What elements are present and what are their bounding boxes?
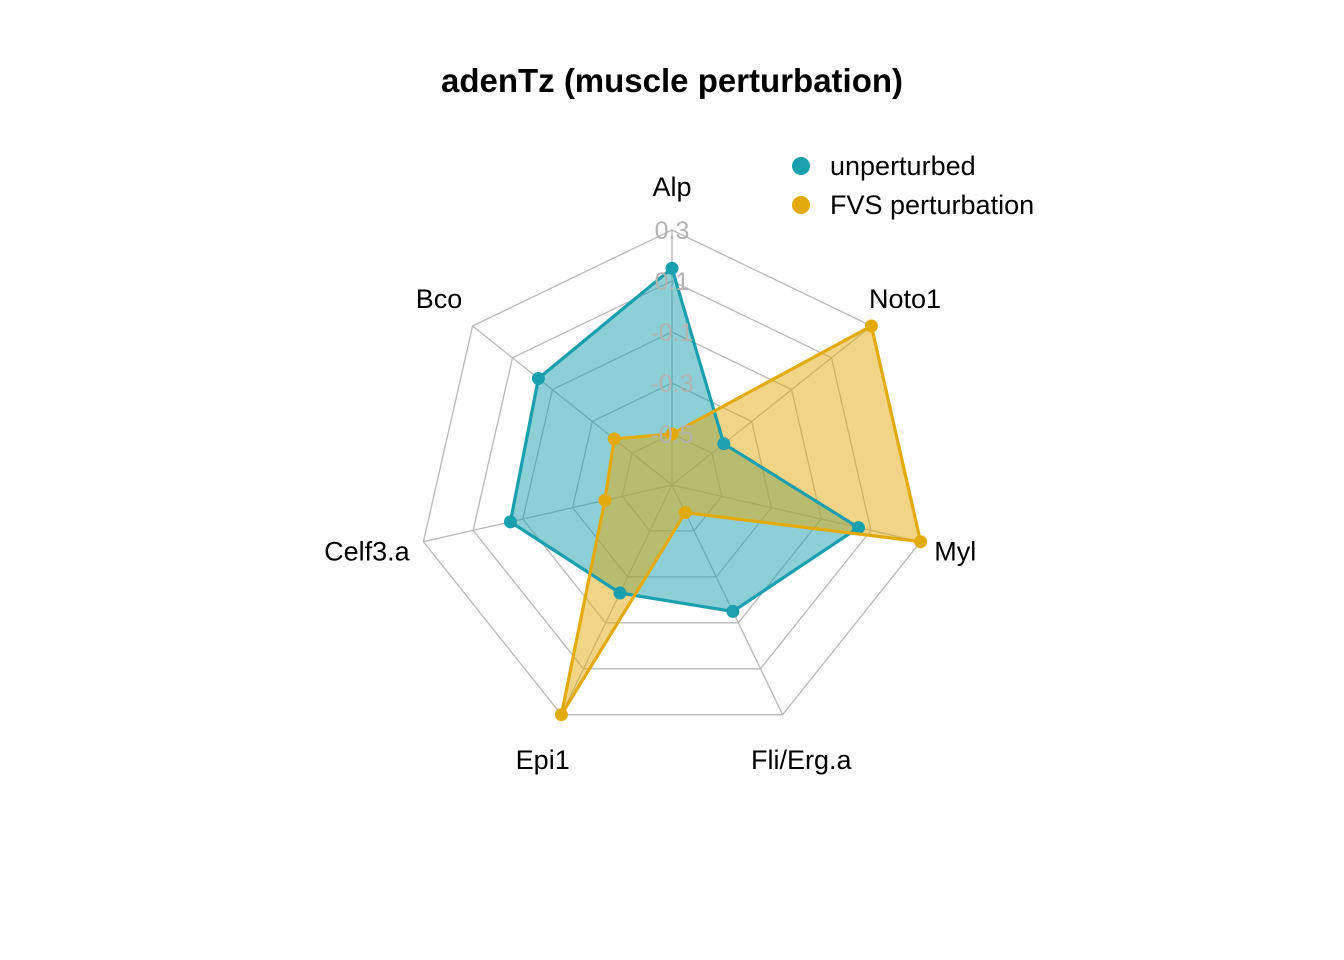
data-point	[531, 372, 545, 385]
axis-label: Celf3.a	[324, 536, 411, 566]
data-point	[852, 521, 865, 535]
data-point	[598, 493, 612, 507]
legend-marker	[792, 196, 810, 214]
data-point	[717, 437, 731, 451]
data-point	[607, 432, 621, 446]
axis-label: Noto1	[869, 284, 941, 314]
tick-label: -0.5	[650, 421, 693, 449]
legend-marker	[792, 157, 810, 175]
data-point	[726, 604, 740, 618]
tick-label: -0.3	[650, 370, 693, 398]
data-point	[665, 427, 679, 441]
data-point	[554, 708, 568, 722]
data-point	[914, 535, 928, 549]
tick-label: -0.1	[650, 319, 693, 347]
series-line	[508, 266, 861, 614]
axis-label: Myl	[934, 536, 976, 566]
data-point	[864, 319, 878, 333]
series-line	[559, 324, 923, 717]
radar-axis-labels: Alp Noto1 Myl Fli/Erg.a Epi1 Celf3.a Bco	[324, 172, 976, 775]
axis-label: Fli/Erg.a	[751, 745, 853, 775]
tick-label: 0.1	[655, 268, 690, 296]
legend-label: unperturbed	[830, 151, 976, 181]
series-area	[561, 326, 921, 715]
axis-label: Alp	[652, 172, 691, 202]
data-point	[503, 515, 517, 529]
axis-label: Epi1	[516, 745, 570, 775]
data-point	[678, 506, 692, 520]
chart-title: adenTz (muscle perturbation)	[441, 62, 903, 99]
data-point	[613, 586, 627, 600]
radar-tick-labels: 0.3 0.1 -0.1 -0.3 -0.5	[650, 217, 693, 449]
radar-series	[503, 261, 928, 722]
axis-label: Bco	[416, 284, 463, 314]
data-point	[665, 261, 679, 275]
tick-label: 0.3	[655, 217, 690, 245]
legend-label: FVS perturbation	[830, 190, 1034, 220]
legend: unperturbed FVS perturbation	[792, 151, 1034, 220]
